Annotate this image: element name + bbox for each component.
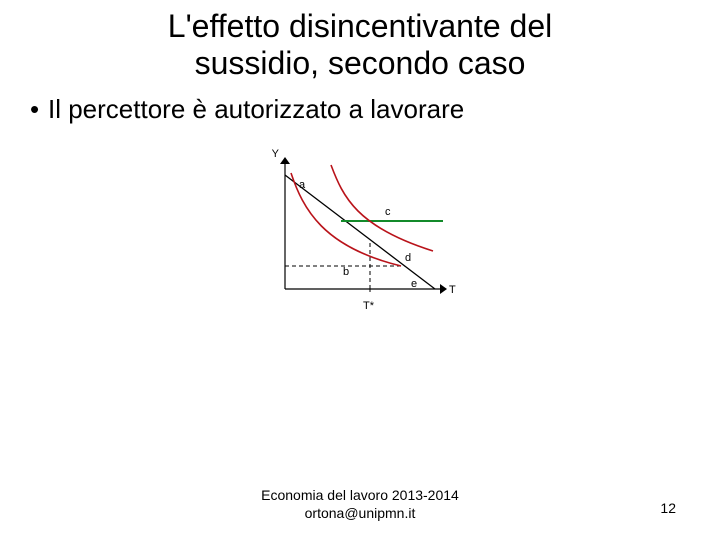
slide: L'effetto disincentivante del sussidio, … (0, 0, 720, 540)
svg-text:c: c (385, 206, 391, 218)
footer-center: Economia del lavoro 2013-2014 ortona@uni… (0, 487, 720, 522)
title-line-2: sussidio, secondo caso (195, 45, 526, 81)
footer-line-2: ortona@unipmn.it (305, 505, 416, 521)
svg-text:b: b (343, 266, 349, 278)
slide-title: L'effetto disincentivante del sussidio, … (0, 0, 720, 82)
bullet-marker: • (30, 94, 48, 125)
title-line-1: L'effetto disincentivante del (168, 8, 552, 44)
bullet-line: •Il percettore è autorizzato a lavorare (0, 82, 720, 125)
svg-text:T: T (449, 284, 456, 296)
chart-container: Y T T* a c d b e (0, 139, 720, 334)
svg-text:a: a (299, 179, 306, 191)
bullet-text: Il percettore è autorizzato a lavorare (48, 94, 464, 124)
svg-text:e: e (411, 278, 417, 290)
svg-text:T*: T* (363, 300, 375, 312)
page-number: 12 (660, 500, 676, 516)
svg-text:Y: Y (272, 148, 280, 160)
econ-chart: Y T T* a c d b e (245, 139, 475, 329)
footer-line-1: Economia del lavoro 2013-2014 (261, 487, 459, 503)
svg-text:d: d (405, 252, 411, 264)
